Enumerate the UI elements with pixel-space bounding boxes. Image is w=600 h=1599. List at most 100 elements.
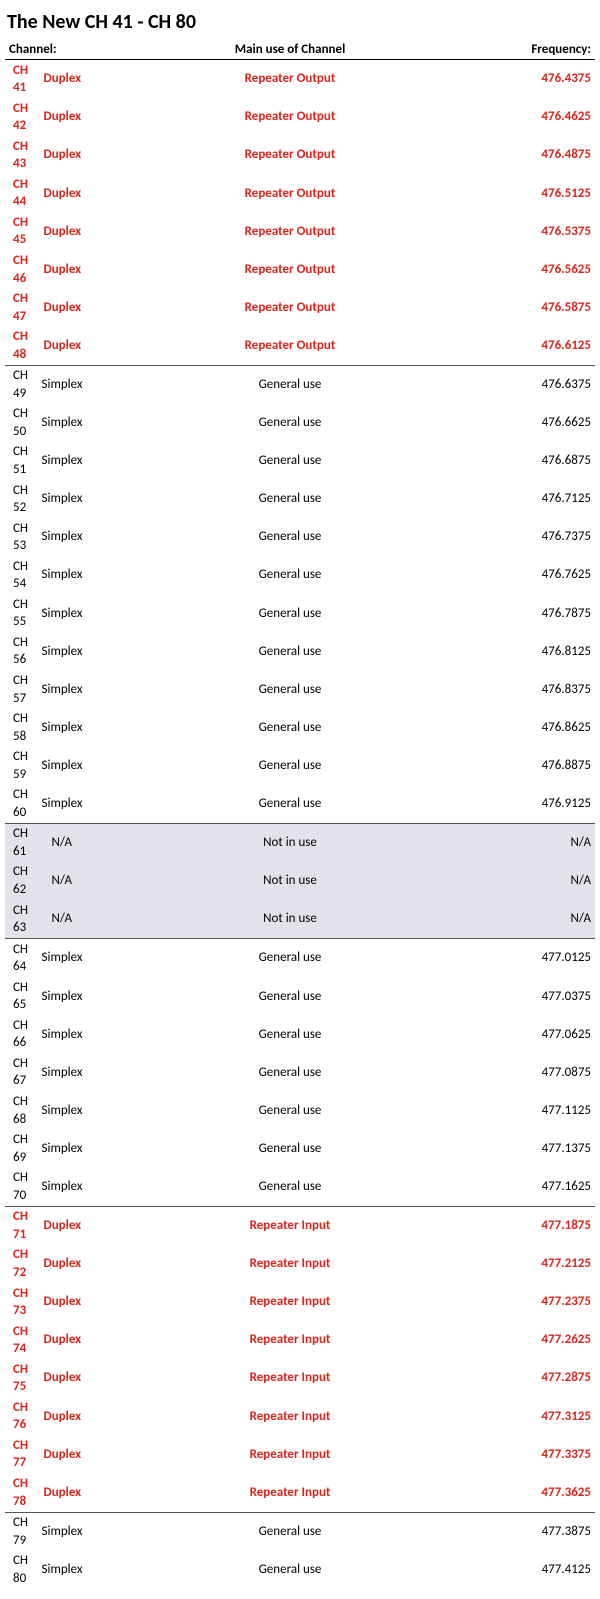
- cell-frequency: 477.1625: [510, 1168, 595, 1207]
- cell-frequency: 477.1375: [510, 1130, 595, 1168]
- cell-mode: Duplex: [38, 250, 71, 288]
- cell-use: General use: [70, 939, 510, 978]
- cell-use: Repeater Input: [70, 1359, 510, 1397]
- cell-frequency: N/A: [510, 862, 595, 900]
- table-row: CH 49SimplexGeneral use476.6375: [5, 365, 595, 404]
- cell-mode: Duplex: [38, 212, 71, 250]
- table-row: CH 45DuplexRepeater Output476.5375: [5, 212, 595, 250]
- cell-mode: Simplex: [38, 977, 71, 1015]
- cell-channel: CH 62: [5, 862, 38, 900]
- cell-frequency: 477.3375: [510, 1435, 595, 1473]
- table-row: CH 77DuplexRepeater Input477.3375: [5, 1435, 595, 1473]
- cell-frequency: 476.6625: [510, 404, 595, 442]
- cell-mode: Duplex: [38, 1321, 71, 1359]
- cell-mode: Simplex: [38, 594, 71, 632]
- cell-mode: Simplex: [38, 1512, 71, 1551]
- cell-mode: Simplex: [38, 442, 71, 480]
- cell-mode: Simplex: [38, 1551, 71, 1589]
- cell-frequency: 476.4875: [510, 136, 595, 174]
- cell-channel: CH 47: [5, 289, 38, 327]
- table-row: CH 59SimplexGeneral use476.8875: [5, 747, 595, 785]
- cell-channel: CH 75: [5, 1359, 38, 1397]
- cell-use: General use: [70, 632, 510, 670]
- table-row: CH 75DuplexRepeater Input477.2875: [5, 1359, 595, 1397]
- table-row: CH 56SimplexGeneral use476.8125: [5, 632, 595, 670]
- cell-frequency: 477.3875: [510, 1512, 595, 1551]
- cell-mode: Duplex: [38, 1245, 71, 1283]
- cell-use: General use: [70, 1168, 510, 1207]
- cell-use: General use: [70, 404, 510, 442]
- cell-channel: CH 72: [5, 1245, 38, 1283]
- cell-use: Repeater Input: [70, 1206, 510, 1245]
- cell-use: Repeater Output: [70, 289, 510, 327]
- table-row: CH 63N/ANot in useN/A: [5, 900, 595, 939]
- cell-frequency: 476.8875: [510, 747, 595, 785]
- cell-channel: CH 52: [5, 480, 38, 518]
- cell-mode: Simplex: [38, 939, 71, 978]
- cell-channel: CH 66: [5, 1015, 38, 1053]
- cell-mode: Simplex: [38, 1130, 71, 1168]
- cell-frequency: 477.3125: [510, 1397, 595, 1435]
- table-row: CH 42DuplexRepeater Output476.4625: [5, 98, 595, 136]
- cell-use: General use: [70, 1512, 510, 1551]
- cell-frequency: 476.6125: [510, 327, 595, 366]
- cell-channel: CH 61: [5, 823, 38, 862]
- table-row: CH 64SimplexGeneral use477.0125: [5, 939, 595, 978]
- cell-mode: Simplex: [38, 709, 71, 747]
- cell-channel: CH 45: [5, 212, 38, 250]
- cell-mode: Duplex: [38, 1473, 71, 1512]
- table-row: CH 54SimplexGeneral use476.7625: [5, 556, 595, 594]
- cell-channel: CH 70: [5, 1168, 38, 1207]
- cell-frequency: 476.7875: [510, 594, 595, 632]
- cell-use: General use: [70, 518, 510, 556]
- table-row: CH 43DuplexRepeater Output476.4875: [5, 136, 595, 174]
- cell-mode: Duplex: [38, 1397, 71, 1435]
- cell-use: Repeater Output: [70, 212, 510, 250]
- cell-frequency: 477.2625: [510, 1321, 595, 1359]
- cell-channel: CH 68: [5, 1092, 38, 1130]
- table-row: CH 47DuplexRepeater Output476.5875: [5, 289, 595, 327]
- header-freq: Frequency:: [510, 40, 595, 60]
- table-row: CH 50SimplexGeneral use476.6625: [5, 404, 595, 442]
- cell-frequency: 476.6375: [510, 365, 595, 404]
- cell-channel: CH 69: [5, 1130, 38, 1168]
- cell-frequency: 476.5125: [510, 174, 595, 212]
- cell-mode: Simplex: [38, 671, 71, 709]
- cell-channel: CH 63: [5, 900, 38, 939]
- cell-mode: Simplex: [38, 632, 71, 670]
- table-row: CH 80SimplexGeneral use477.4125: [5, 1551, 595, 1589]
- cell-channel: CH 43: [5, 136, 38, 174]
- cell-use: General use: [70, 1015, 510, 1053]
- cell-use: Repeater Output: [70, 250, 510, 288]
- cell-mode: Duplex: [38, 98, 71, 136]
- cell-use: Not in use: [70, 900, 510, 939]
- table-row: CH 76DuplexRepeater Input477.3125: [5, 1397, 595, 1435]
- cell-frequency: 477.1875: [510, 1206, 595, 1245]
- cell-mode: Duplex: [38, 136, 71, 174]
- cell-use: Repeater Output: [70, 98, 510, 136]
- table-header-row: Channel: Main use of Channel Frequency:: [5, 40, 595, 60]
- table-row: CH 41DuplexRepeater Output476.4375: [5, 60, 595, 99]
- cell-frequency: 476.5625: [510, 250, 595, 288]
- cell-channel: CH 80: [5, 1551, 38, 1589]
- cell-channel: CH 46: [5, 250, 38, 288]
- cell-channel: CH 79: [5, 1512, 38, 1551]
- cell-mode: Duplex: [38, 1283, 71, 1321]
- table-row: CH 72DuplexRepeater Input477.2125: [5, 1245, 595, 1283]
- cell-mode: Duplex: [38, 1359, 71, 1397]
- table-row: CH 71DuplexRepeater Input477.1875: [5, 1206, 595, 1245]
- cell-frequency: N/A: [510, 823, 595, 862]
- cell-mode: Simplex: [38, 365, 71, 404]
- cell-use: General use: [70, 442, 510, 480]
- cell-use: Repeater Input: [70, 1321, 510, 1359]
- cell-use: Not in use: [70, 823, 510, 862]
- cell-use: General use: [70, 1551, 510, 1589]
- cell-use: General use: [70, 671, 510, 709]
- cell-use: Repeater Input: [70, 1473, 510, 1512]
- cell-frequency: 476.8625: [510, 709, 595, 747]
- cell-frequency: 476.7375: [510, 518, 595, 556]
- cell-channel: CH 57: [5, 671, 38, 709]
- cell-frequency: 476.4625: [510, 98, 595, 136]
- table-row: CH 53SimplexGeneral use476.7375: [5, 518, 595, 556]
- cell-use: Repeater Output: [70, 60, 510, 99]
